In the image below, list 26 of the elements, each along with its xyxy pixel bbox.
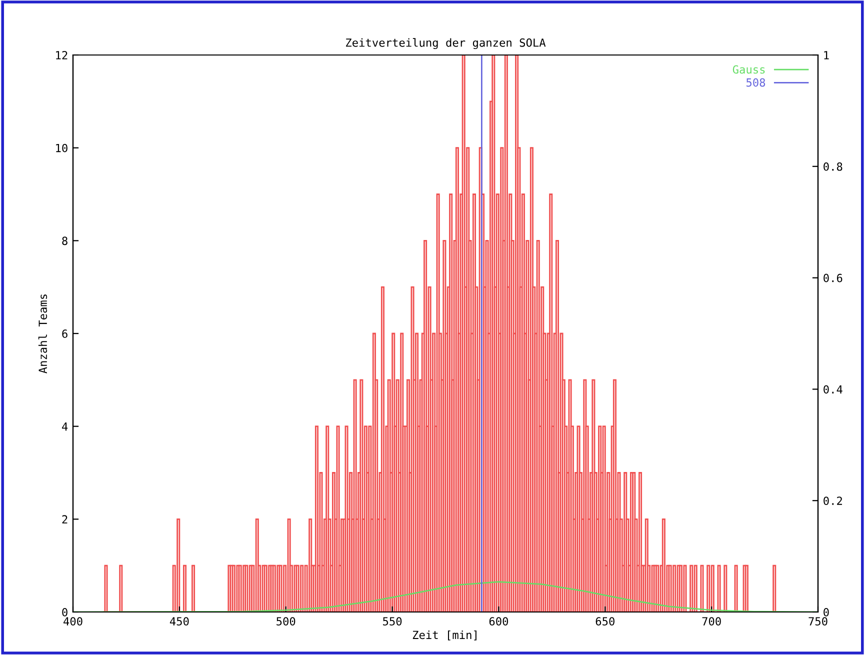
y2-tick-label: 0.2 (824, 496, 842, 506)
y2-tick-label: 0.8 (824, 162, 842, 171)
x-tick-label: 650 (596, 617, 614, 626)
x-tick-label: 400 (64, 617, 82, 626)
y-tick-label: 2 (62, 515, 68, 524)
x-tick-label: 700 (702, 617, 721, 626)
y-tick-label: 12 (56, 51, 68, 60)
x-tick-label: 600 (489, 617, 508, 626)
legend-label: 508 (746, 78, 766, 87)
x-tick-label: 550 (383, 617, 402, 626)
y-tick-label: 4 (62, 422, 68, 431)
y-tick-label: 0 (62, 608, 68, 616)
y2-tick-label: 0.4 (824, 385, 842, 394)
y-tick-label: 8 (62, 236, 68, 246)
legend-label: Gauss (732, 65, 765, 74)
x-tick-label: 450 (170, 617, 189, 626)
x-axis-title: Zeit [min] (412, 630, 476, 640)
x-tick-label: 750 (808, 617, 828, 626)
y-tick-label: 6 (62, 330, 68, 338)
y2-tick-label: 0.6 (824, 274, 842, 282)
y-tick-label: 10 (56, 144, 68, 152)
chart-title: Zeitverteilung der ganzen SOLA (346, 38, 546, 50)
y2-tick-label: 1 (824, 51, 829, 60)
y2-tick-label: 0 (824, 608, 829, 616)
y-axis-title: Anzahl Teams (38, 294, 48, 374)
x-tick-label: 500 (276, 617, 296, 626)
